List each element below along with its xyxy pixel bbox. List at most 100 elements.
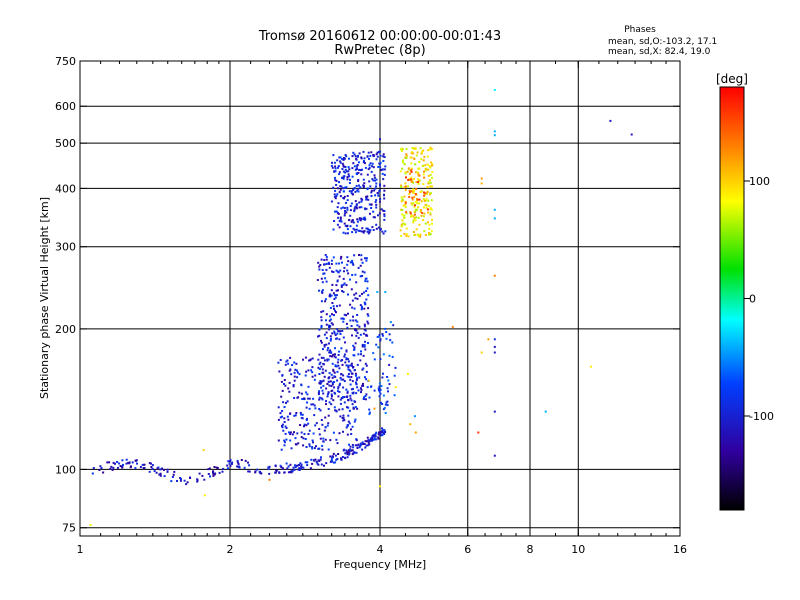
- data-point: [351, 364, 353, 367]
- data-point: [314, 458, 317, 461]
- data-point: [360, 206, 363, 209]
- data-point: [422, 173, 425, 176]
- data-point: [379, 166, 382, 169]
- data-point: [323, 359, 326, 362]
- data-point: [346, 195, 349, 197]
- data-point: [404, 156, 407, 159]
- data-point: [339, 382, 341, 385]
- data-point: [353, 307, 356, 310]
- data-point: [351, 231, 354, 234]
- data-point: [402, 222, 405, 225]
- data-point: [429, 193, 431, 196]
- data-point: [365, 334, 368, 337]
- data-point: [426, 192, 429, 195]
- data-point: [412, 215, 415, 218]
- data-point: [429, 212, 432, 215]
- data-point: [336, 279, 339, 282]
- data-point: [379, 200, 381, 203]
- data-point: [342, 283, 345, 286]
- data-point: [343, 195, 346, 198]
- data-point: [357, 171, 360, 174]
- x-tick-labels: 1 2 4 6 8 10 16: [77, 543, 688, 556]
- data-point: [353, 228, 356, 231]
- data-point: [334, 356, 337, 359]
- data-point: [349, 214, 352, 217]
- data-point: [418, 223, 421, 226]
- data-point: [379, 339, 382, 342]
- data-point: [347, 453, 350, 456]
- data-point: [407, 235, 410, 238]
- data-point: [411, 151, 414, 154]
- data-point: [348, 452, 351, 455]
- data-point: [358, 168, 361, 171]
- data-point: [340, 378, 343, 381]
- data-point: [267, 467, 270, 470]
- data-point: [299, 424, 302, 426]
- data-point: [345, 201, 347, 204]
- data-point: [327, 380, 330, 383]
- data-point: [413, 234, 416, 237]
- data-point: [371, 178, 374, 181]
- data-point: [329, 339, 332, 342]
- data-point: [364, 257, 366, 260]
- data-point: [426, 191, 429, 194]
- data-point: [335, 184, 338, 186]
- data-point: [318, 433, 321, 436]
- y-tick-label: 100: [55, 463, 76, 476]
- data-point: [349, 370, 352, 373]
- data-point: [405, 157, 408, 159]
- data-point: [332, 228, 335, 231]
- data-point: [335, 210, 338, 213]
- data-point: [292, 385, 295, 388]
- data-point: [325, 400, 327, 403]
- data-point: [354, 342, 357, 345]
- data-point: [330, 460, 332, 463]
- data-point: [363, 301, 366, 304]
- data-point: [410, 214, 413, 217]
- data-point: [259, 470, 262, 473]
- data-point: [361, 343, 364, 346]
- data-point: [325, 258, 328, 261]
- data-point: [282, 429, 285, 432]
- data-point: [351, 219, 354, 222]
- data-point: [372, 438, 375, 441]
- data-point: [405, 148, 408, 150]
- data-point: [428, 223, 431, 226]
- data-point: [331, 313, 333, 316]
- data-point: [360, 443, 363, 446]
- data-point: [317, 335, 319, 338]
- data-point: [355, 228, 358, 231]
- data-point: [375, 223, 378, 226]
- data-point: [355, 374, 357, 377]
- data-point: [310, 369, 313, 372]
- data-point: [379, 198, 382, 200]
- data-point: [328, 262, 330, 265]
- data-point: [339, 161, 342, 164]
- data-point: [360, 156, 363, 159]
- data-point: [335, 289, 338, 292]
- data-point: [355, 205, 358, 208]
- data-point: [226, 464, 229, 467]
- data-point: [378, 431, 381, 434]
- data-point: [330, 164, 333, 167]
- data-point: [368, 396, 371, 399]
- data-point: [305, 446, 308, 448]
- data-point: [352, 446, 355, 449]
- data-point: [367, 314, 370, 317]
- data-point: [153, 470, 156, 473]
- data-point: [609, 119, 612, 122]
- data-point: [307, 433, 310, 435]
- data-point: [335, 195, 338, 197]
- data-point: [348, 422, 351, 425]
- data-point: [332, 305, 335, 308]
- data-point: [372, 210, 375, 213]
- data-point: [356, 332, 359, 334]
- data-point: [367, 168, 370, 171]
- data-point: [378, 390, 381, 393]
- data-point: [319, 437, 322, 440]
- data-point: [308, 445, 311, 448]
- data-point: [350, 376, 353, 378]
- x-tick-label: 6: [464, 543, 471, 556]
- data-point: [429, 173, 432, 176]
- data-point: [281, 415, 283, 418]
